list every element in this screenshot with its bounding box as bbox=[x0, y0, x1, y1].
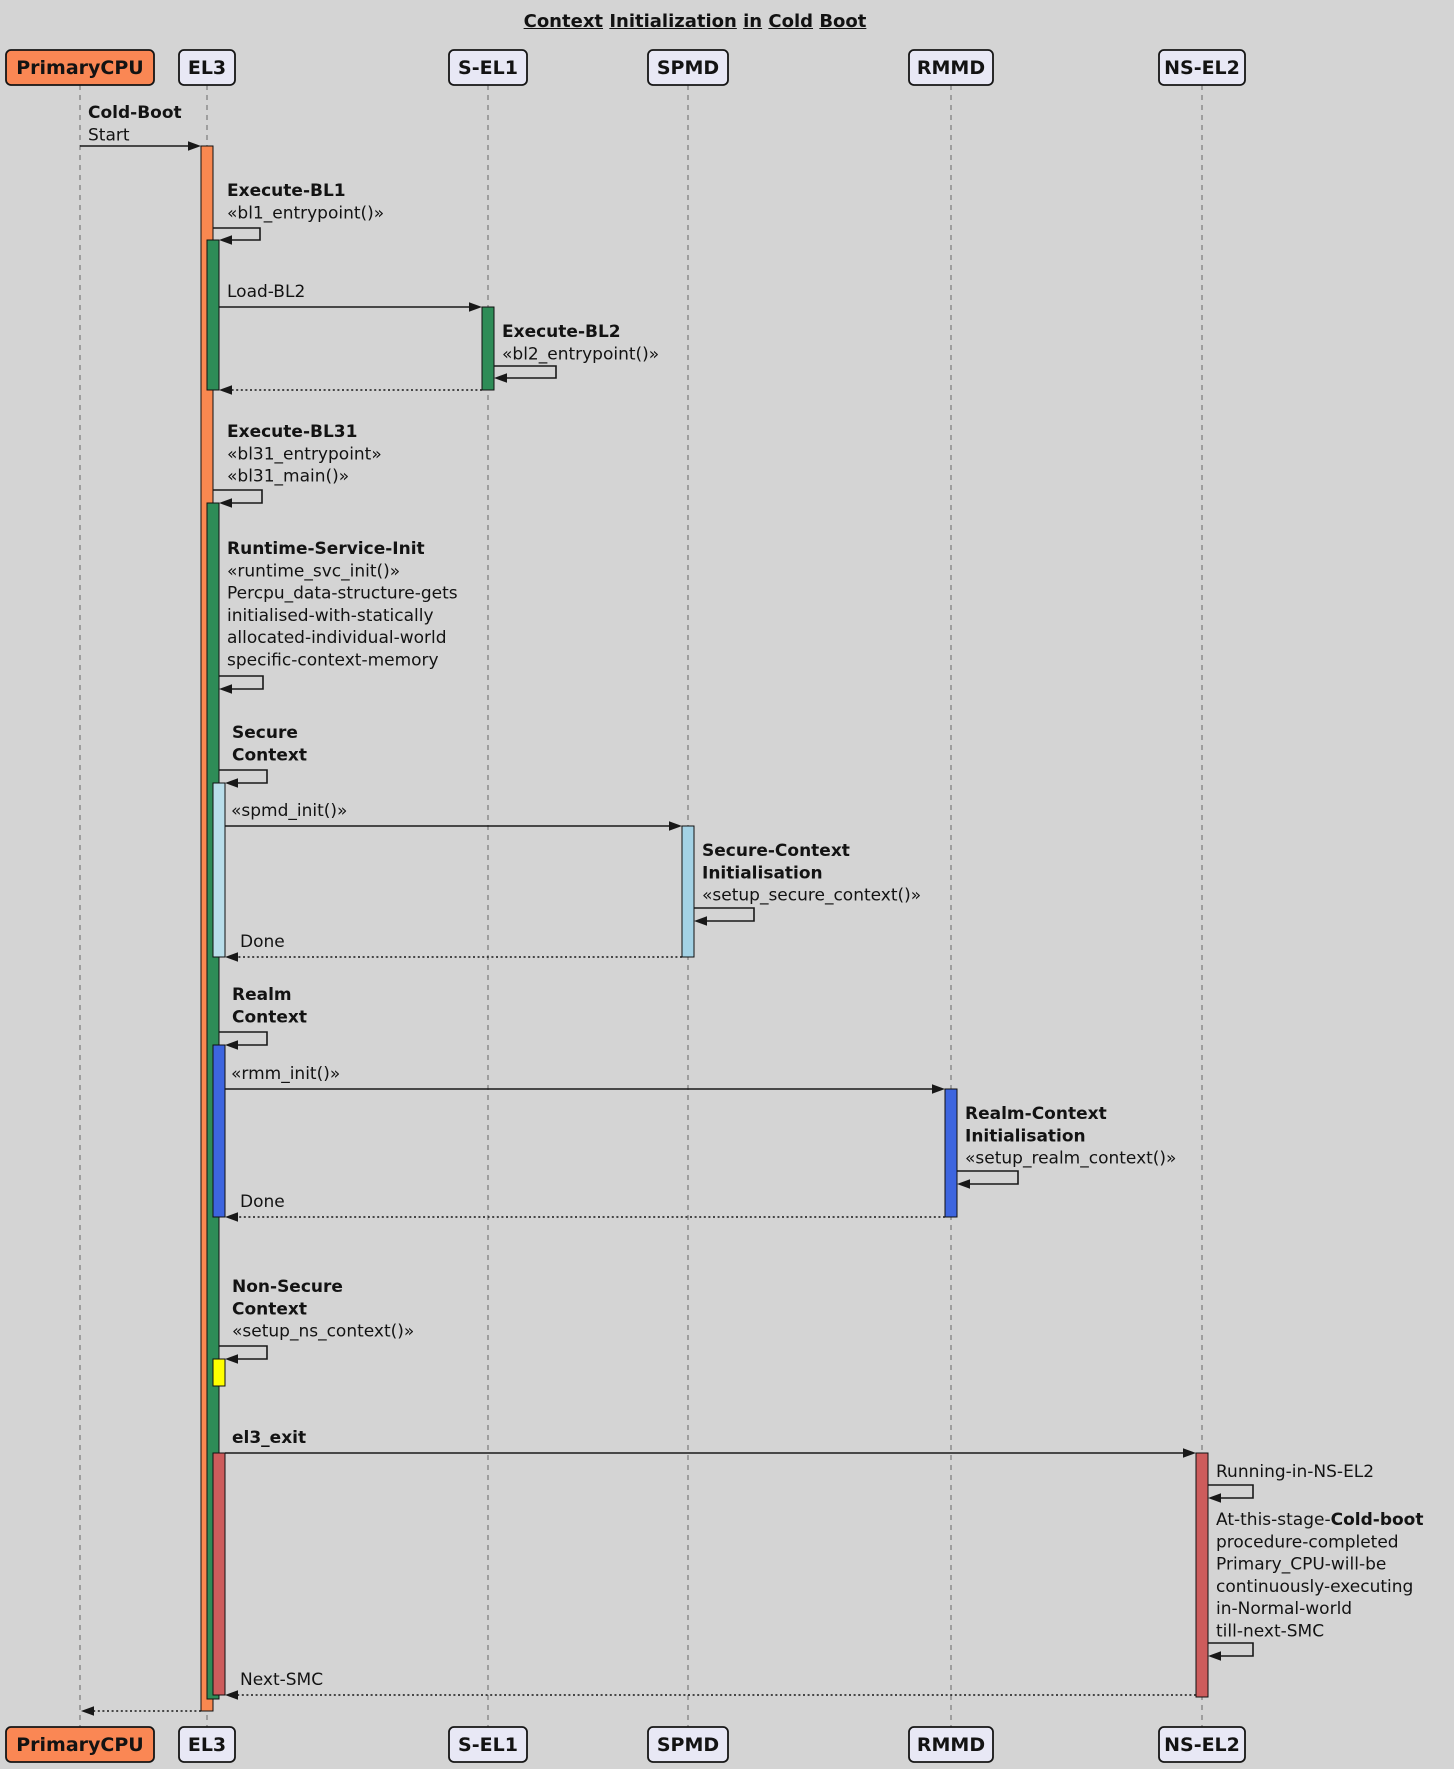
participant-box-rmmd-bottom bbox=[908, 1726, 994, 1763]
participant-label-el3-top: EL3 bbox=[188, 57, 226, 79]
self-message-execute-bl1-arrowhead bbox=[219, 235, 232, 245]
message-label-execute-bl31: Execute-BL31 «bl31_entrypoint» «bl31_main(… bbox=[227, 422, 382, 487]
message-label-running-in-ns-el2: Running-in-NS-EL2 bbox=[1216, 1462, 1374, 1482]
self-message-secure-context bbox=[219, 769, 268, 784]
diagram-title-word: Boot bbox=[819, 11, 867, 32]
participant-label-primarycpu-top: PrimaryCPU bbox=[16, 57, 143, 79]
participant-box-primarycpu-bottom bbox=[5, 1726, 155, 1763]
self-message-realm-context-arrowhead bbox=[225, 1040, 238, 1050]
message-arrow-el3-exit-arrowhead bbox=[1183, 1448, 1196, 1458]
message-arrow-rmmd-done-arrowhead bbox=[225, 1212, 238, 1222]
diagram-title-word: Cold bbox=[768, 11, 814, 32]
participant-label-rmmd-top: RMMD bbox=[917, 57, 985, 79]
participant-label-rmmd-bottom: RMMD bbox=[917, 1734, 985, 1756]
message-label-non-secure-context: Non-Secure Context «setup_ns_context()» bbox=[232, 1277, 414, 1342]
self-message-running-in-ns-el2 bbox=[1208, 1484, 1254, 1499]
message-arrow-spmd-done-arrowhead bbox=[225, 952, 238, 962]
participant-box-primarycpu-top bbox=[5, 49, 155, 86]
diagram-title-word: in bbox=[743, 11, 763, 32]
participant-label-ns-el2-bottom: NS-EL2 bbox=[1164, 1734, 1240, 1756]
message-label-next-smc: Next-SMC bbox=[240, 1670, 323, 1690]
participant-box-el3-bottom bbox=[178, 1726, 236, 1763]
activation-bar-el3-ns-yellow bbox=[212, 1358, 226, 1387]
diagram-title-word: Initialization bbox=[609, 11, 737, 32]
message-label-secure-context: Secure Context bbox=[232, 723, 307, 765]
participant-box-el3-top bbox=[178, 49, 236, 86]
self-message-realm-context-initialisation bbox=[957, 1170, 1019, 1185]
self-message-realm-context-initialisation-arrowhead bbox=[957, 1179, 970, 1189]
participant-label-primarycpu-bottom: PrimaryCPU bbox=[16, 1734, 143, 1756]
participant-label-el3-bottom: EL3 bbox=[188, 1734, 226, 1756]
message-label-secure-context-initialisation: Secure-Context Initialisation «setup_secur… bbox=[702, 841, 921, 906]
self-message-realm-context bbox=[219, 1031, 268, 1046]
self-message-secure-context-initialisation-arrowhead bbox=[694, 916, 707, 926]
message-label-runtime-service-init: Runtime-Service-Init «runtime_svc_init()»… bbox=[227, 539, 458, 671]
self-message-cold-boot-completed-note bbox=[1208, 1642, 1254, 1657]
message-label-load-bl2: Load-BL2 bbox=[227, 282, 305, 302]
participant-label-s-el1-bottom: S-EL1 bbox=[458, 1734, 518, 1756]
message-label-execute-bl2: Execute-BL2 «bl2_entrypoint()» bbox=[502, 322, 659, 364]
diagram-title-word: Context bbox=[523, 11, 604, 32]
message-label-spmd-init: «spmd_init()» bbox=[231, 801, 347, 821]
self-message-execute-bl2-arrowhead bbox=[494, 373, 507, 383]
participant-label-ns-el2-top: NS-EL2 bbox=[1164, 57, 1240, 79]
activation-bar-el3-bl1-green bbox=[206, 239, 220, 391]
participant-box-spmd-top bbox=[647, 49, 729, 86]
activation-bar-rmmd-realm-blue bbox=[944, 1088, 958, 1218]
participant-box-spmd-bottom bbox=[647, 1726, 729, 1763]
message-label-execute-bl1: Execute-BL1 «bl1_entrypoint()» bbox=[227, 181, 384, 223]
message-label-realm-context-initialisation: Realm-Context Initialisation «setup_realm_… bbox=[965, 1104, 1176, 1169]
self-message-execute-bl1 bbox=[213, 227, 261, 241]
participant-box-ns-el2-bottom bbox=[1158, 1726, 1246, 1763]
message-label-cold-boot-completed-note: At-this-stage-Cold-boot procedure-complet… bbox=[1216, 1510, 1423, 1642]
self-message-secure-context-initialisation bbox=[694, 907, 755, 922]
message-label-rmm-init: «rmm_init()» bbox=[231, 1064, 340, 1084]
message-label-el3-exit: el3_exit bbox=[232, 1428, 306, 1448]
message-arrow-spmd-init-arrowhead bbox=[669, 821, 682, 831]
diagram-title: Context Initialization in Cold Boot bbox=[0, 11, 1390, 32]
activation-bar-nsel2-exit-red bbox=[1195, 1452, 1209, 1698]
participant-box-ns-el2-top bbox=[1158, 49, 1246, 86]
activation-bar-sel1-bl2-green bbox=[481, 306, 495, 391]
activation-bar-el3-realm-blue bbox=[212, 1044, 226, 1218]
activation-bar-el3-secure-cyan bbox=[212, 782, 226, 958]
participant-label-s-el1-top: S-EL1 bbox=[458, 57, 518, 79]
self-message-cold-boot-completed-note-arrowhead bbox=[1208, 1651, 1221, 1661]
message-arrow-cold-boot-start-arrowhead bbox=[188, 141, 201, 151]
self-message-execute-bl31 bbox=[213, 489, 263, 504]
message-arrow-bl2-return-arrowhead bbox=[219, 385, 232, 395]
self-message-runtime-service-init bbox=[219, 675, 264, 690]
participant-box-s-el1-top bbox=[448, 49, 528, 86]
self-message-runtime-service-init-arrowhead bbox=[219, 684, 232, 694]
message-label-realm-context: Realm Context bbox=[232, 985, 307, 1027]
message-arrow-rmm-init-arrowhead bbox=[932, 1084, 945, 1094]
self-message-execute-bl2 bbox=[494, 365, 557, 379]
activation-bar-el3-exit-red bbox=[212, 1452, 226, 1696]
message-label-cold-boot-start: Cold-Boot Start bbox=[88, 103, 182, 145]
participant-label-spmd-bottom: SPMD bbox=[657, 1734, 719, 1756]
self-message-non-secure-context-arrowhead bbox=[225, 1354, 238, 1364]
participant-label-spmd-top: SPMD bbox=[657, 57, 719, 79]
message-arrow-coldboot-return-to-cpu-arrowhead bbox=[81, 1706, 94, 1716]
message-label-rmmd-done: Done bbox=[240, 1192, 285, 1212]
participant-box-s-el1-bottom bbox=[448, 1726, 528, 1763]
message-arrow-next-smc-arrowhead bbox=[225, 1690, 238, 1700]
self-message-non-secure-context bbox=[219, 1345, 268, 1360]
self-message-secure-context-arrowhead bbox=[225, 778, 238, 788]
self-message-execute-bl31-arrowhead bbox=[219, 498, 232, 508]
message-arrow-load-bl2-arrowhead bbox=[469, 302, 482, 312]
message-label-spmd-done: Done bbox=[240, 932, 285, 952]
participant-box-rmmd-top bbox=[908, 49, 994, 86]
activation-bar-spmd-secure-skyblue bbox=[681, 825, 695, 958]
self-message-running-in-ns-el2-arrowhead bbox=[1208, 1493, 1221, 1503]
